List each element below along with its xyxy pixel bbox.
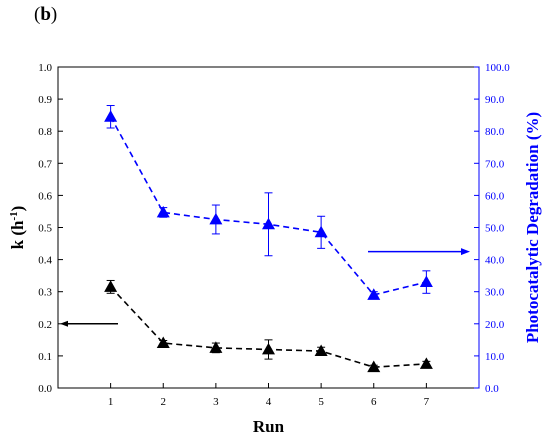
- right-tick-label: 20.0: [485, 319, 505, 331]
- right-tick-label: 0.0: [485, 383, 499, 395]
- x-tick-label: 3: [213, 396, 219, 408]
- data-point-right: [314, 225, 328, 238]
- data-point-right: [156, 205, 170, 218]
- data-point-left: [104, 280, 118, 292]
- left-tick-label: 0.1: [38, 351, 52, 363]
- right-tick-label: 90.0: [485, 94, 505, 106]
- left-tick-label: 0.9: [38, 94, 52, 106]
- left-tick-label: 0.6: [38, 190, 52, 202]
- left-tick-label: 0.0: [38, 383, 52, 395]
- left-tick-label: 0.2: [38, 319, 52, 331]
- left-tick-label: 0.4: [38, 255, 52, 267]
- left-axis-title: k (h-1): [8, 206, 27, 250]
- data-point-right: [367, 288, 381, 300]
- left-tick-label: 1.0: [38, 62, 52, 74]
- right-axis-title: Photocatalytic Degradation (%): [523, 112, 542, 343]
- data-point-right: [262, 217, 275, 230]
- left-tick-label: 0.5: [38, 223, 52, 235]
- left-tick-label: 0.8: [38, 126, 52, 138]
- data-point-right: [104, 110, 118, 122]
- data-point-left: [209, 341, 223, 353]
- right-tick-label: 80.0: [485, 126, 505, 138]
- right-tick-label: 60.0: [485, 190, 505, 202]
- x-tick-label: 7: [424, 396, 430, 408]
- data-point-right: [209, 212, 223, 225]
- left-tick-label: 0.3: [38, 287, 52, 299]
- x-tick-label: 4: [266, 396, 272, 408]
- x-tick-label: 6: [371, 396, 377, 408]
- data-point-left: [419, 357, 433, 369]
- right-tick-label: 100.0: [485, 62, 510, 74]
- panel-label: (b): [34, 4, 58, 25]
- x-tick-label: 1: [108, 396, 114, 408]
- x-tick-label: 2: [161, 396, 167, 408]
- x-tick-label: 5: [318, 396, 324, 408]
- x-axis-title: Run: [253, 417, 285, 436]
- data-point-left: [262, 342, 275, 355]
- right-tick-label: 30.0: [485, 287, 505, 299]
- right-tick-label: 10.0: [485, 351, 505, 363]
- data-point-left: [367, 360, 381, 373]
- right-tick-label: 70.0: [485, 158, 505, 170]
- left-tick-label: 0.7: [38, 158, 52, 170]
- arrow-right-head: [461, 248, 470, 256]
- data-point-left: [156, 336, 170, 349]
- arrow-left-head: [60, 320, 68, 327]
- right-tick-label: 40.0: [485, 255, 505, 267]
- data-point-right: [419, 275, 433, 288]
- right-tick-label: 50.0: [485, 223, 505, 235]
- data-point-left: [314, 344, 328, 357]
